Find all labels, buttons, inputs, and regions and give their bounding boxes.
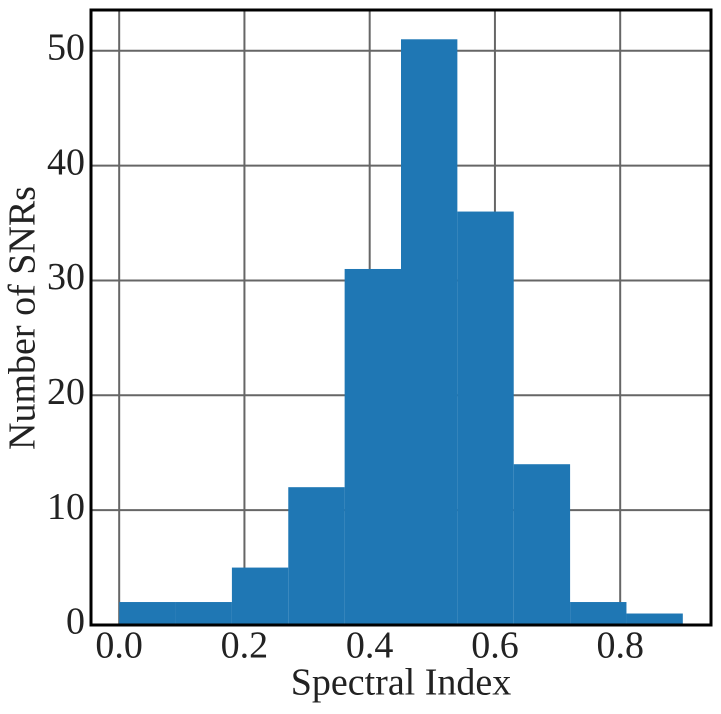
bar: [626, 613, 683, 625]
bar: [570, 602, 627, 625]
x-tick-label: 0.0: [95, 625, 143, 667]
bar: [513, 464, 571, 625]
bar: [231, 567, 289, 625]
y-tick-label: 40: [47, 141, 85, 183]
y-tick-label: 20: [47, 371, 85, 413]
bar: [344, 268, 401, 625]
plot-frame: [89, 8, 713, 627]
bar: [175, 602, 232, 625]
bar: [457, 211, 514, 625]
bar: [288, 487, 345, 625]
x-axis-label: Spectral Index: [291, 662, 512, 704]
y-tick-label: 0: [66, 601, 85, 643]
x-tick-label: 0.6: [471, 625, 519, 667]
bar: [119, 602, 176, 625]
x-tick-label: 0.4: [346, 625, 394, 667]
bar: [401, 39, 458, 626]
y-tick-label: 10: [47, 486, 85, 528]
x-tick-label: 0.8: [596, 625, 644, 667]
y-axis-label: Number of SNRs: [2, 186, 44, 450]
x-tick-label: 0.2: [221, 625, 269, 667]
y-tick-label: 50: [47, 26, 85, 68]
y-tick-label: 30: [47, 256, 85, 298]
